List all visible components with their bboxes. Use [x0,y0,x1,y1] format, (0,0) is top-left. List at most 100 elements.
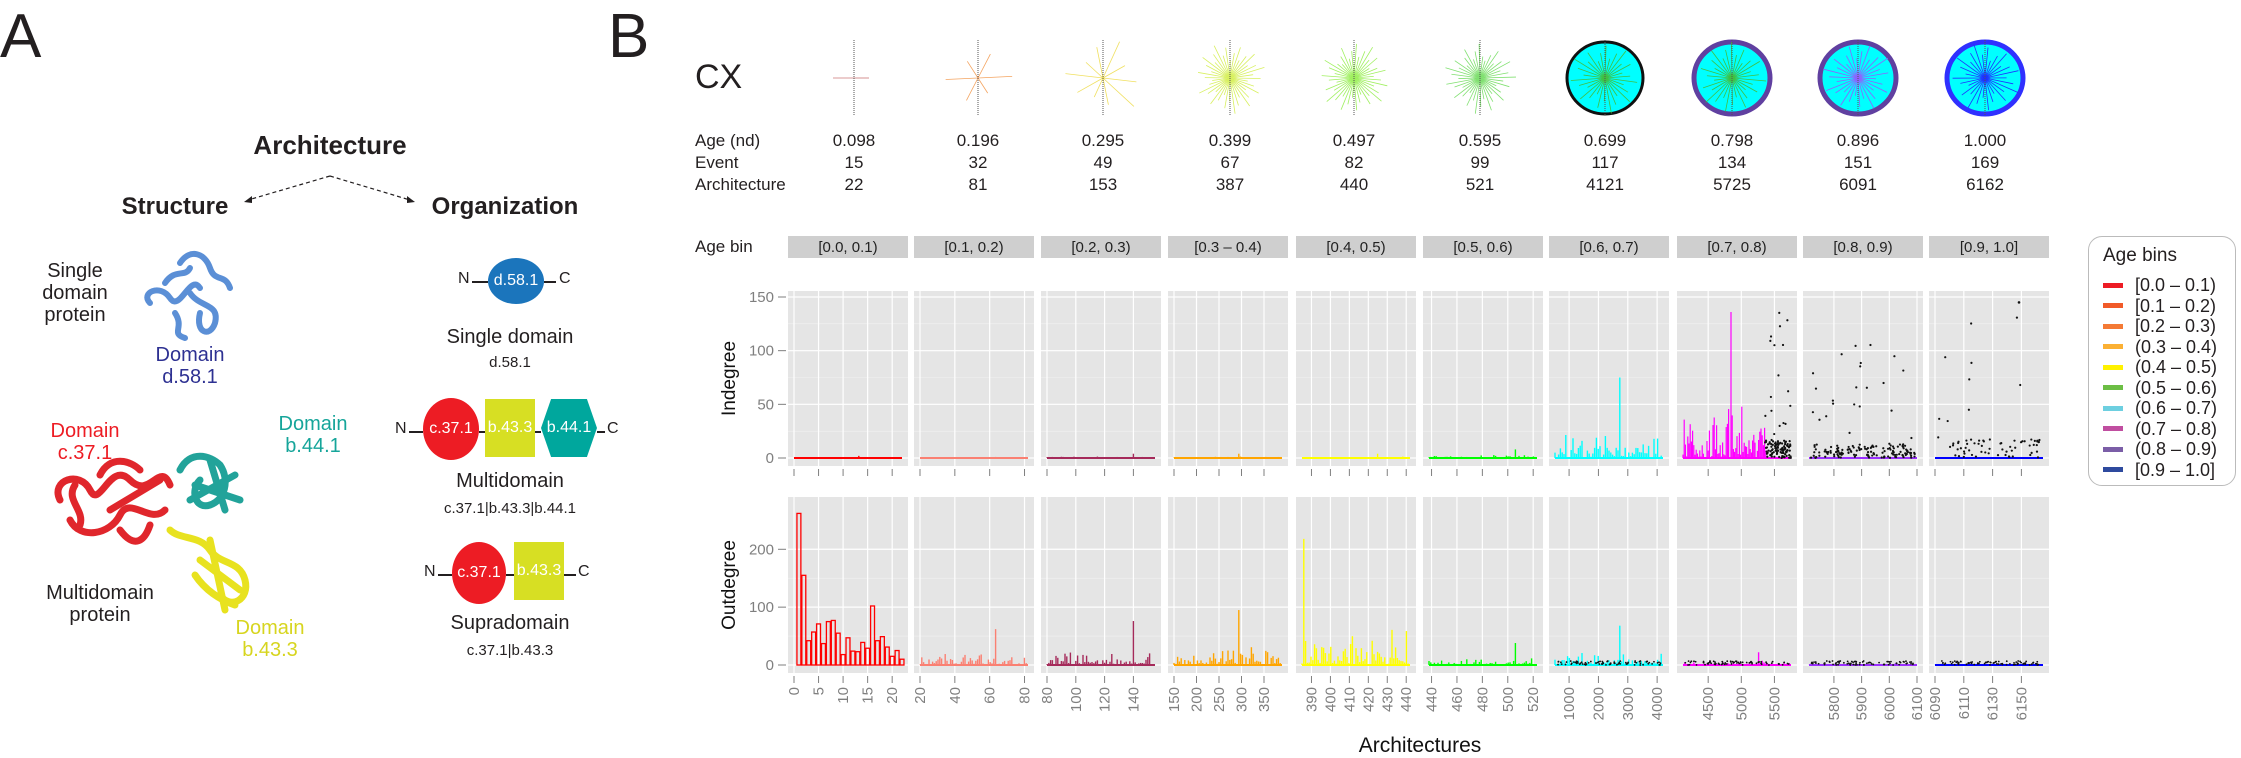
facet-panel-bg [1549,291,1669,466]
data-point [1880,456,1883,459]
label-line: protein [69,604,131,626]
data-point [1784,440,1788,443]
data-point [1581,663,1584,665]
network-edge [1836,67,1859,79]
network-edge [1096,47,1104,79]
network-edge [1102,41,1120,79]
network-edge [1857,57,1889,79]
data-point [1872,663,1875,666]
data-point [1773,455,1776,458]
data-point [1957,661,1960,664]
data-point [1898,663,1901,666]
network-edge [1454,77,1481,99]
legend-item: [0.2 – 0.3) [2103,316,2216,336]
x-tick-label: 250 [1211,687,1228,712]
bar [884,646,890,666]
data-point [1940,660,1943,662]
data-point [1818,418,1821,421]
data-point [1574,661,1577,664]
network-edge [1587,61,1606,79]
network-edge [1473,59,1481,79]
x-tick-label: 100 [1068,687,1085,712]
data-point [1789,456,1792,459]
x-tick-label: 4000 [1649,687,1666,720]
data-point [1847,448,1850,451]
data-point [1825,415,1828,418]
network-edge [1604,77,1630,102]
linker [472,281,488,283]
data-point [1693,660,1695,663]
data-point [1765,450,1768,453]
network-edge [1578,77,1606,86]
data-point [1855,386,1858,389]
data-point [2035,443,2038,447]
data-point [2000,442,2003,445]
data-point [1633,663,1636,666]
data-point [1658,663,1661,666]
x-tick-label: 390 [1303,687,1320,712]
network-edge [1984,60,1991,79]
network-edge [1353,67,1378,79]
network-edge [1857,77,1888,93]
network-edge [1445,67,1481,79]
x-tick-label: 460 [1449,687,1466,712]
data-point [1829,449,1832,453]
network-edge [1479,77,1501,93]
data-point [1778,325,1782,328]
data-point [2037,663,2040,666]
data-point [1773,344,1776,347]
data-point [1613,661,1616,664]
data-point [1899,450,1902,453]
data-point [1782,421,1785,425]
data-point [1882,663,1885,666]
structure-heading: Structure [121,193,229,220]
data-point [1766,443,1770,446]
data-point [1866,450,1870,454]
data-point [1658,661,1660,664]
x-tick-label: 6150 [2013,687,2030,720]
network-edge [1229,77,1239,106]
data-point [1720,663,1723,666]
facet-panel-bg [788,291,908,466]
domain-word: Domain [50,420,120,442]
data-point [1595,662,1597,664]
data-point [1852,663,1855,666]
data-point [1723,663,1726,666]
network-edge [1229,77,1236,114]
bar [796,512,802,666]
organization-heading: Organization [431,193,579,220]
data-point [1996,454,2000,457]
data-point [1730,661,1732,663]
data-point [1824,455,1827,458]
data-point [1878,661,1880,664]
data-point [1875,445,1878,448]
network-thumbnail [1944,39,2026,117]
network-edge [1731,77,1758,93]
data-point [2028,444,2031,447]
data-point [1891,445,1895,448]
network-edge [1464,49,1481,79]
data-point [1769,395,1773,399]
network-edge [1956,57,1986,79]
network-label: CX [695,58,743,96]
data-point [1818,454,1821,457]
facet-strip: [0.0, 0.1) [788,236,908,258]
network-edge [1984,47,1989,79]
data-point [1639,662,1642,665]
legend-item: [0.9 – 1.0] [2103,460,2215,480]
linker [597,431,605,433]
domain-id: b.43.3 [242,639,298,661]
network-edge [1353,57,1378,79]
legend-swatch [2103,364,2123,370]
data-point [1954,454,1957,457]
facet-panel-bg [1929,497,2049,673]
data-point [1853,455,1857,458]
data-point [1957,455,1961,458]
data-point [1831,402,1835,405]
stat-age: 0.595 [1458,131,1502,150]
data-point [1776,449,1779,452]
x-tick-label: 430 [1379,687,1396,712]
org-name-supra: Supradomain [450,612,570,634]
data-point [1616,663,1618,666]
legend-item: [0.1 – 0.2) [2103,296,2216,316]
